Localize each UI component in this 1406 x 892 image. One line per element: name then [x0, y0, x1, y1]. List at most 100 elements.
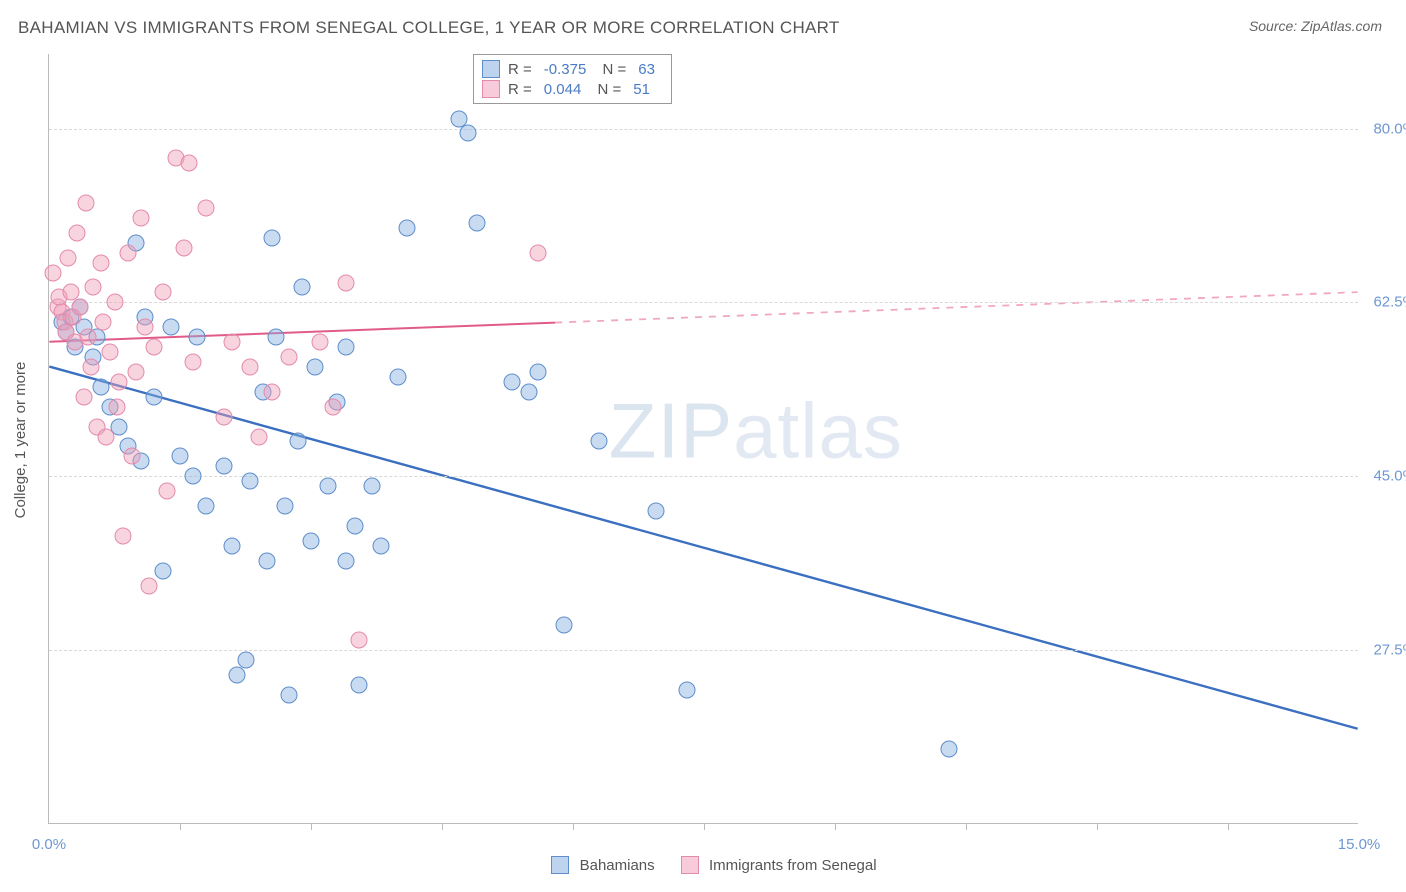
point-senegal: [93, 254, 110, 271]
trend-line-solid: [49, 323, 555, 342]
point-bahamian: [215, 458, 232, 475]
point-senegal: [82, 358, 99, 375]
legend-n-blue: 63: [634, 61, 659, 78]
point-senegal: [106, 294, 123, 311]
legend-r-pink: 0.044: [540, 81, 586, 98]
point-bahamian: [320, 478, 337, 495]
point-senegal: [137, 319, 154, 336]
chart-title: BAHAMIAN VS IMMIGRANTS FROM SENEGAL COLL…: [18, 18, 840, 38]
point-bahamian: [93, 378, 110, 395]
point-bahamian: [276, 498, 293, 515]
x-tick: [573, 823, 574, 830]
trend-lines: [49, 54, 1358, 823]
point-senegal: [102, 344, 119, 361]
point-bahamian: [263, 229, 280, 246]
point-bahamian: [259, 552, 276, 569]
point-senegal: [132, 209, 149, 226]
x-tick: [704, 823, 705, 830]
legend-label-pink: Immigrants from Senegal: [709, 857, 877, 874]
point-senegal: [337, 274, 354, 291]
point-bahamian: [940, 741, 957, 758]
point-bahamian: [228, 666, 245, 683]
point-senegal: [77, 195, 94, 212]
series-legend: Bahamians Immigrants from Senegal: [0, 856, 1406, 874]
point-bahamian: [351, 676, 368, 693]
point-bahamian: [468, 214, 485, 231]
point-senegal: [185, 354, 202, 371]
correlation-legend: R = -0.375 N = 63 R = 0.044 N = 51: [473, 54, 672, 104]
legend-n-pink: 51: [629, 81, 654, 98]
point-senegal: [84, 279, 101, 296]
point-bahamian: [337, 339, 354, 356]
point-senegal: [119, 244, 136, 261]
point-bahamian: [307, 358, 324, 375]
legend-r-label: R =: [508, 81, 532, 98]
watermark-part2: atlas: [733, 386, 903, 474]
x-tick: [1228, 823, 1229, 830]
grid-line: [49, 129, 1358, 130]
y-axis-title: College, 1 year or more: [12, 362, 29, 519]
point-senegal: [250, 428, 267, 445]
point-bahamian: [224, 537, 241, 554]
point-senegal: [158, 483, 175, 500]
swatch-pink: [482, 80, 500, 98]
point-senegal: [263, 383, 280, 400]
point-senegal: [281, 349, 298, 366]
point-senegal: [530, 244, 547, 261]
x-tick-label: 15.0%: [1338, 836, 1381, 853]
point-senegal: [109, 398, 126, 415]
source-value: ZipAtlas.com: [1301, 18, 1382, 34]
legend-n-label: N =: [593, 81, 621, 98]
point-senegal: [75, 388, 92, 405]
point-bahamian: [556, 617, 573, 634]
y-tick-label: 27.5%: [1373, 642, 1406, 659]
y-tick-label: 45.0%: [1373, 468, 1406, 485]
legend-r-label: R =: [508, 61, 532, 78]
point-bahamian: [237, 652, 254, 669]
point-senegal: [180, 155, 197, 172]
point-bahamian: [241, 473, 258, 490]
point-senegal: [110, 373, 127, 390]
legend-n-label: N =: [598, 61, 626, 78]
swatch-pink: [681, 856, 699, 874]
point-senegal: [115, 527, 132, 544]
x-tick: [311, 823, 312, 830]
point-bahamian: [372, 537, 389, 554]
point-senegal: [154, 284, 171, 301]
point-senegal: [215, 408, 232, 425]
point-bahamian: [591, 433, 608, 450]
point-senegal: [80, 329, 97, 346]
legend-r-blue: -0.375: [540, 61, 591, 78]
point-bahamian: [647, 503, 664, 520]
legend-label-blue: Bahamians: [580, 857, 655, 874]
x-tick-label: 0.0%: [32, 836, 66, 853]
x-tick: [966, 823, 967, 830]
point-bahamian: [294, 279, 311, 296]
point-bahamian: [364, 478, 381, 495]
x-tick: [180, 823, 181, 830]
point-senegal: [241, 358, 258, 375]
point-bahamian: [390, 368, 407, 385]
source-attribution: Source: ZipAtlas.com: [1249, 18, 1382, 34]
header: BAHAMIAN VS IMMIGRANTS FROM SENEGAL COLL…: [0, 0, 1406, 46]
grid-line: [49, 302, 1358, 303]
scatter-chart: ZIPatlas R = -0.375 N = 63 R = 0.044 N =…: [48, 54, 1358, 824]
point-bahamian: [460, 125, 477, 142]
point-bahamian: [189, 329, 206, 346]
point-senegal: [311, 334, 328, 351]
y-tick-label: 62.5%: [1373, 294, 1406, 311]
point-bahamian: [154, 562, 171, 579]
point-senegal: [123, 448, 140, 465]
source-label: Source:: [1249, 18, 1297, 34]
point-senegal: [45, 264, 62, 281]
point-bahamian: [521, 383, 538, 400]
point-senegal: [176, 239, 193, 256]
point-bahamian: [172, 448, 189, 465]
point-senegal: [198, 200, 215, 217]
legend-row: R = 0.044 N = 51: [482, 79, 659, 99]
point-bahamian: [198, 498, 215, 515]
point-bahamian: [346, 517, 363, 534]
point-bahamian: [281, 686, 298, 703]
point-senegal: [141, 577, 158, 594]
point-bahamian: [303, 532, 320, 549]
